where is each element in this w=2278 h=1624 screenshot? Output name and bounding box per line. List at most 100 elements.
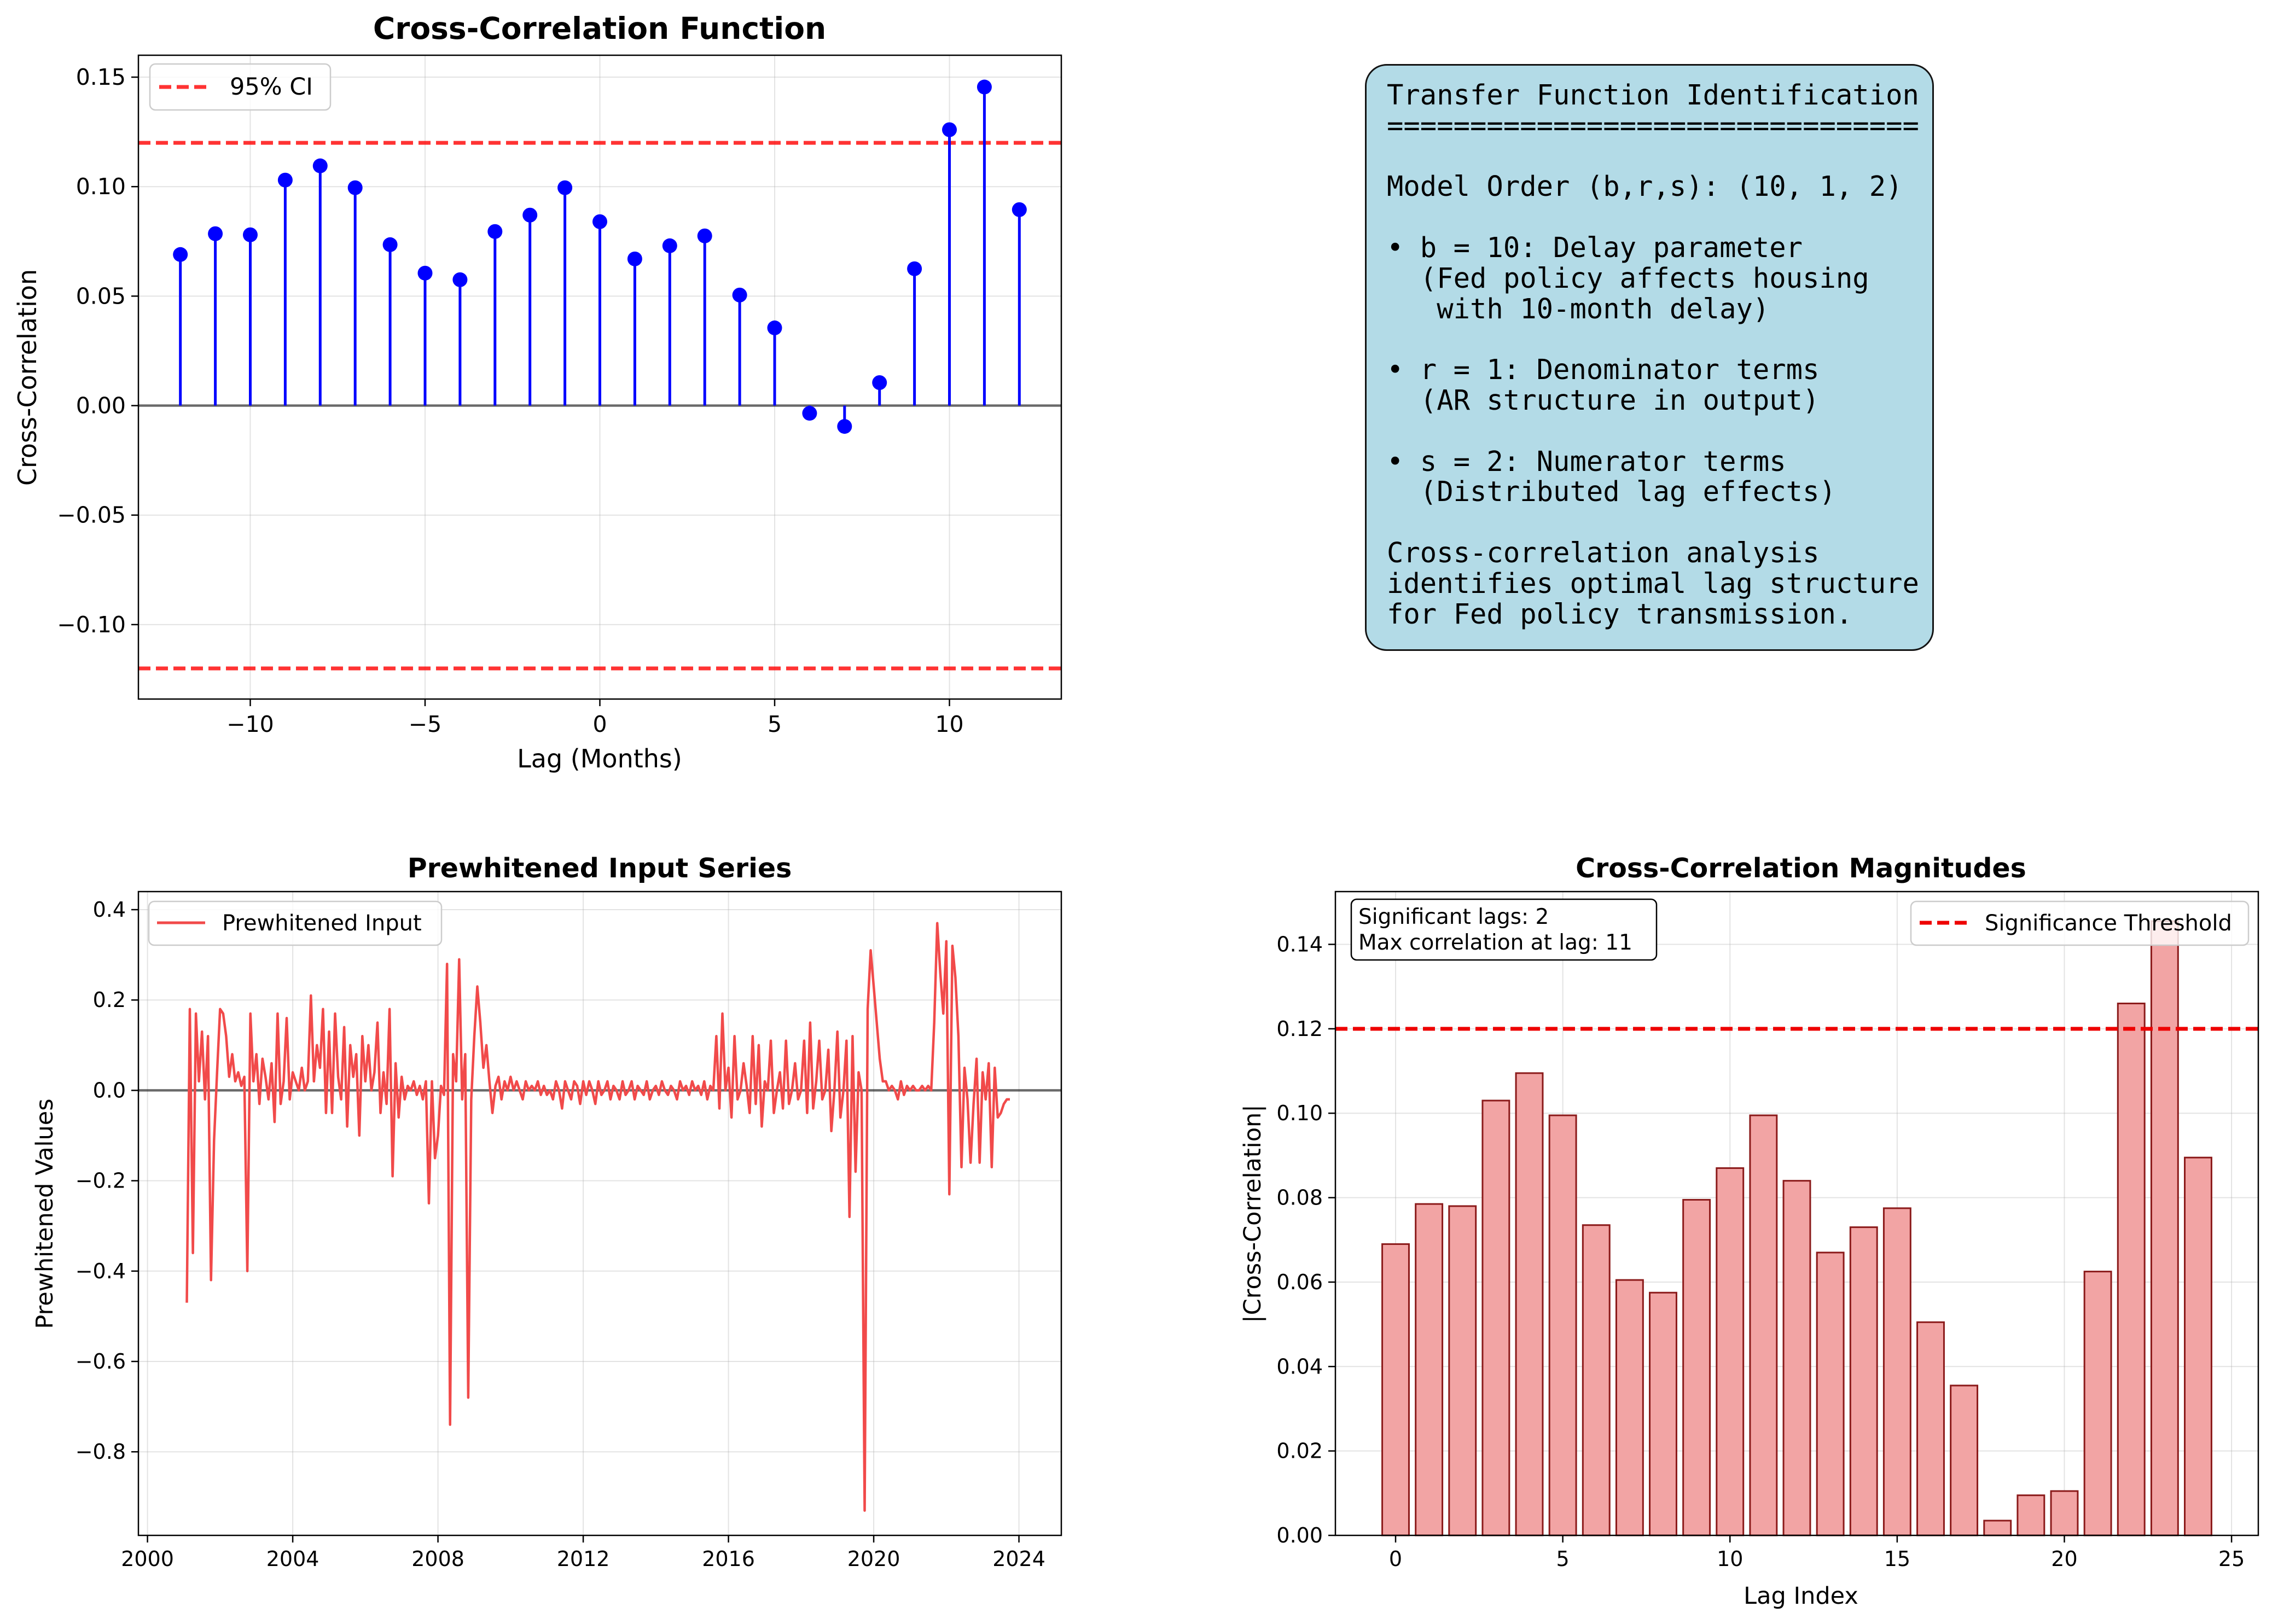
ccf-stem-marker (382, 237, 398, 252)
ccf-x-tick-label: 0 (592, 711, 607, 737)
info-line: (Distributed lag effects) (1387, 475, 1836, 508)
mag-bar (1782, 1180, 1811, 1536)
pw-y-tick-label: −0.8 (75, 1440, 126, 1464)
mag-bar (1548, 1114, 1577, 1536)
ccf-title: Cross-Correlation Function (373, 11, 826, 46)
ccf-x-tick-label: −5 (409, 711, 441, 737)
pw-title: Prewhitened Input Series (408, 853, 792, 884)
info-line: • r = 1: Denominator terms (1387, 353, 1820, 386)
mag-bar (2150, 920, 2179, 1536)
model-info-box (1365, 64, 1934, 651)
pw-x-tick-label: 2012 (557, 1547, 610, 1571)
mag-bar (1882, 1207, 1911, 1536)
ccf-x-tick-label: 5 (768, 711, 782, 737)
ccf-x-tick-label: −10 (226, 711, 274, 737)
ccf-stem-marker (872, 375, 887, 391)
ccf-stem-marker (627, 251, 642, 266)
mag-bar (2050, 1490, 2079, 1536)
pw-axes-frame (137, 890, 1062, 1536)
mag-axes-frame (1334, 890, 2259, 1536)
ccf-y-tick-label: 0.15 (76, 64, 126, 90)
mag-legend-box (1910, 900, 2250, 946)
mag-bar (2017, 1494, 2045, 1536)
ccf-x-ticks: −10 −5 0 5 10 (226, 699, 964, 737)
ccf-stem-marker (173, 247, 188, 262)
ccf-stem-marker (487, 224, 503, 239)
ccf-y-tick-label: 0.00 (76, 393, 126, 419)
ccf-xlabel: Lag (Months) (517, 744, 682, 773)
mag-bar (1515, 1072, 1544, 1536)
mag-bar (1481, 1099, 1510, 1536)
ccf-stem-marker (907, 261, 922, 276)
info-line: for Fed policy transmission. (1387, 597, 1853, 630)
mag-x-tick-label: 25 (2218, 1547, 2245, 1571)
ccf-stem-marker (837, 419, 852, 434)
ccf-stem-marker (1012, 202, 1027, 217)
mag-xlabel: Lag Index (1744, 1582, 1858, 1610)
mag-y-tick-label: 0.06 (1276, 1270, 1323, 1294)
mag-bar (1582, 1224, 1611, 1536)
mag-y-tick-label: 0.14 (1276, 932, 1323, 956)
mag-x-tick-label: 5 (1556, 1547, 1570, 1571)
info-line: identifies optimal lag structure (1387, 567, 1919, 599)
mag-bar (1716, 1167, 1745, 1536)
pw-y-tick-label: 0.2 (93, 988, 126, 1012)
mag-y-tick-label: 0.10 (1276, 1101, 1323, 1125)
mag-y-tick-label: 0.00 (1276, 1523, 1323, 1547)
ccf-legend-label: 95% CI (230, 73, 313, 101)
mag-x-ticks: 0 5 10 15 20 25 (1389, 1535, 2245, 1571)
info-line: • b = 10: Delay parameter (1387, 231, 1803, 264)
mag-bar (2184, 1156, 2212, 1536)
ccf-stem-marker (277, 172, 293, 188)
pw-legend-box (148, 900, 443, 946)
mag-x-tick-label: 15 (1884, 1547, 1910, 1571)
ccf-stem-marker (977, 79, 992, 95)
mag-y-tick-label: 0.08 (1276, 1186, 1323, 1210)
ccf-stem-marker (522, 207, 538, 223)
ccf-stem-marker (242, 227, 258, 242)
pw-x-tick-label: 2016 (702, 1547, 755, 1571)
ccf-y-tick-label: 0.05 (76, 283, 126, 309)
mag-annotation: Significant lags: 2 Max correlation at l… (1350, 898, 1658, 961)
mag-bar (2083, 1271, 2112, 1536)
model-info-text: Transfer Function Identification =======… (1387, 80, 1919, 629)
ccf-panel: −10 −5 0 5 10 0.15 0.10 0.05 0.00 −0.05 −0.10 Cro… (13, 11, 1062, 773)
magnitudes-panel: 0 5 10 15 20 25 0.000.020.040.060.080.100.120… (1239, 853, 2259, 1610)
pw-x-tick-label: 2004 (266, 1547, 319, 1571)
info-line: (AR structure in output) (1387, 383, 1820, 416)
ccf-stems (173, 79, 1027, 434)
pw-y-tick-label: 0.4 (93, 898, 126, 922)
ccf-stem-marker (697, 228, 712, 243)
ccf-ylabel: Cross-Correlation (13, 269, 42, 486)
ccf-ci-lines (138, 141, 1061, 671)
ccf-stem-marker (767, 320, 782, 335)
mag-bar (1682, 1198, 1711, 1536)
ccf-legend: 95% CI (149, 63, 332, 111)
pw-x-ticks: 2000 2004 2008 2012 2016 2020 2024 (121, 1535, 1045, 1571)
info-line: ================================ (1387, 109, 1919, 142)
info-line: • s = 2: Numerator terms (1387, 445, 1786, 478)
pw-legend-label: Prewhitened Input (222, 911, 422, 936)
pw-y-tick-label: −0.6 (75, 1349, 126, 1373)
mag-title: Cross-Correlation Magnitudes (1576, 853, 2026, 884)
mag-bar (1749, 1114, 1778, 1536)
ccf-stem-marker (208, 226, 223, 241)
mag-x-tick-label: 10 (1717, 1547, 1743, 1571)
pw-y-ticks: 0.4 0.2 0.0 −0.2 −0.4 −0.6 −0.8 (75, 898, 138, 1464)
mag-annotation-line-1: Significant lags: 2 (1358, 905, 1549, 929)
ccf-stem-marker (347, 180, 363, 195)
pw-y-tick-label: −0.4 (75, 1259, 126, 1283)
info-line: Model Order (b,r,s): (10, 1, 2) (1387, 170, 1903, 203)
ccf-y-tick-label: 0.10 (76, 173, 126, 200)
pw-y-tick-label: 0.0 (93, 1078, 126, 1102)
mag-x-tick-label: 0 (1389, 1547, 1402, 1571)
ccf-stem-marker (417, 265, 433, 281)
ccf-stem-marker (732, 287, 747, 302)
mag-legend: Significance Threshold (1910, 900, 2250, 946)
mag-bar (1816, 1252, 1845, 1536)
mag-bar (1916, 1321, 1945, 1536)
info-line: Transfer Function Identification (1387, 79, 1919, 111)
mag-bar (1950, 1384, 1979, 1536)
ccf-stem-marker (942, 122, 957, 137)
